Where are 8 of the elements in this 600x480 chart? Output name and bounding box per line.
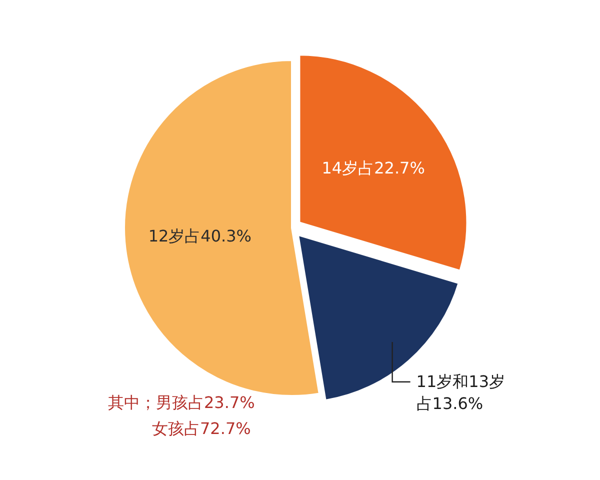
text: 其中；男孩占23.7% xyxy=(108,393,255,412)
data-label: 占40.3% xyxy=(184,226,252,246)
data-label: 占13.6% xyxy=(416,394,484,413)
slice-label: 14岁 xyxy=(322,158,358,178)
data-label: 占22.7% xyxy=(358,158,425,178)
slice-label: 11岁和13岁 xyxy=(416,372,506,391)
slice-label: 12岁 xyxy=(148,226,185,246)
text: 女孩占72.7% xyxy=(152,419,251,438)
